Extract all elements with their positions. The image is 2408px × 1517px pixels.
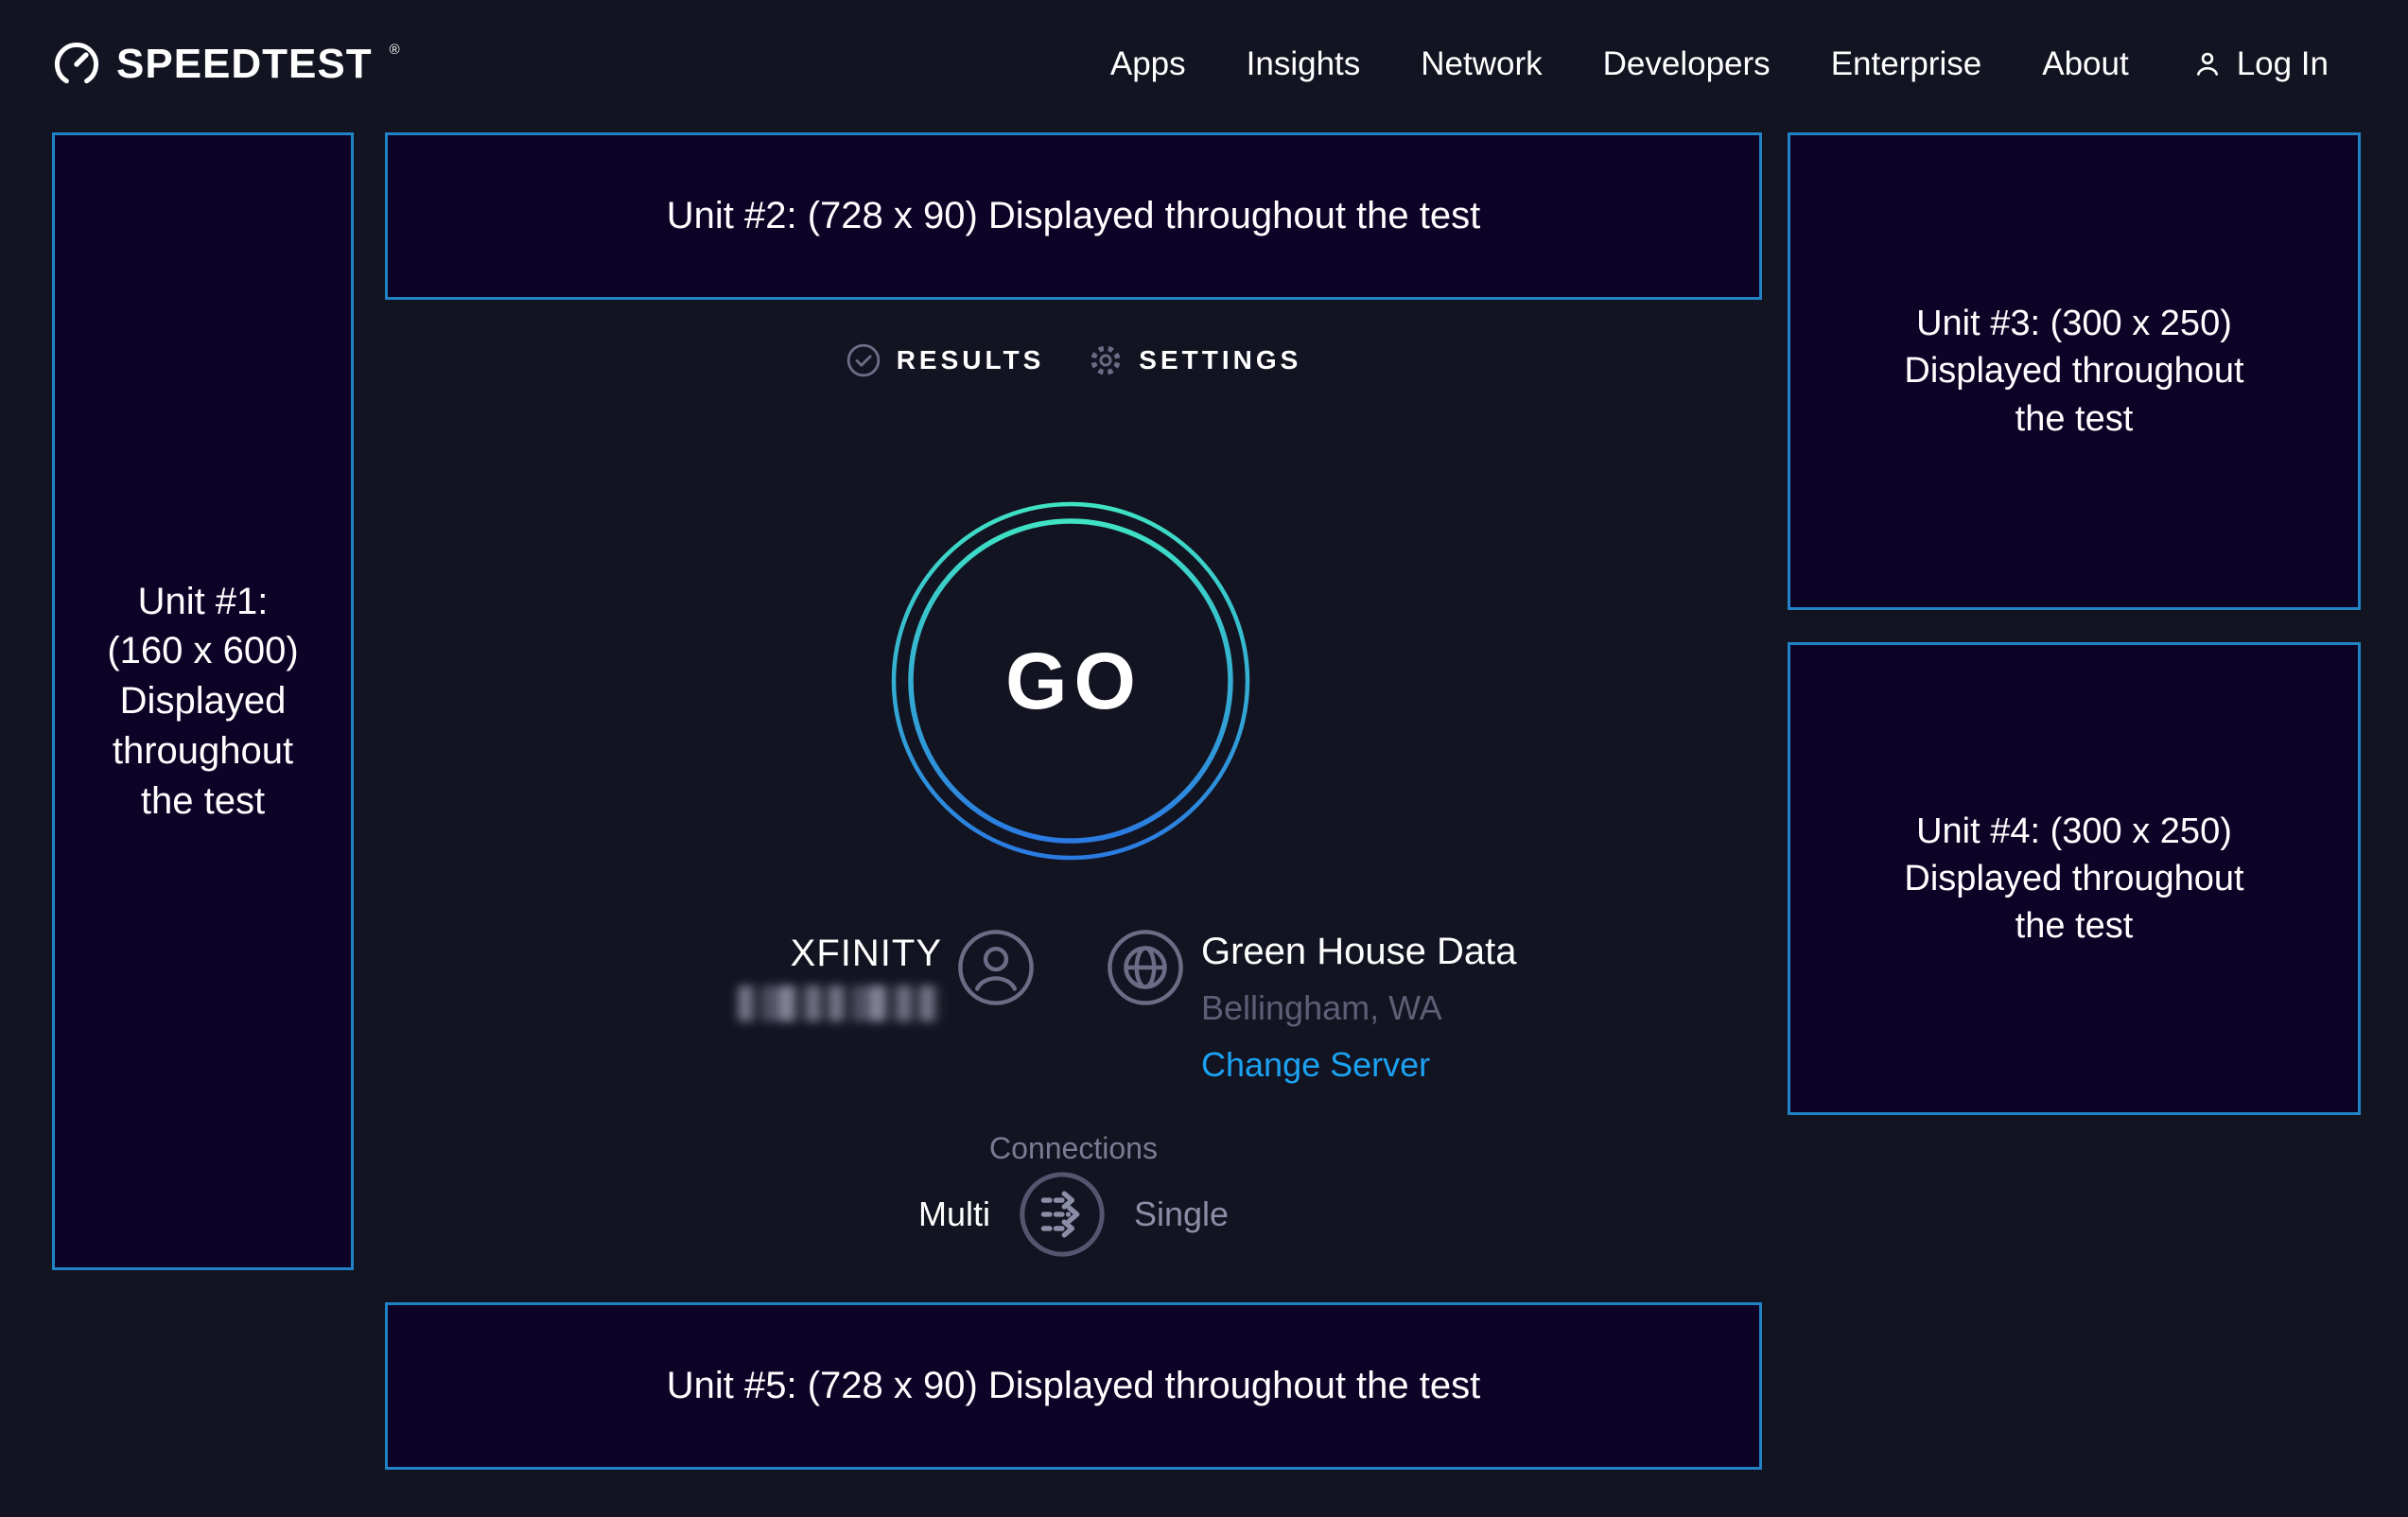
nav-item-network[interactable]: Network	[1421, 45, 1543, 82]
trademark-mark: ®	[389, 41, 401, 58]
server-globe-icon	[1107, 929, 1184, 1006]
user-icon	[2196, 52, 2218, 76]
login-label: Log In	[2236, 45, 2329, 82]
gauge-icon	[54, 43, 99, 84]
nav-item-enterprise[interactable]: Enterprise	[1830, 45, 1982, 82]
brand-name: SPEEDTEST	[116, 41, 373, 87]
isp-name: XFINITY	[790, 933, 942, 974]
ad-unit-3-rectangle[interactable]: Unit #3: (300 x 250) Displayed throughou…	[1788, 132, 2361, 610]
connections-single-option[interactable]: Single	[1133, 1194, 1230, 1233]
tab-results[interactable]: RESULTS	[846, 342, 1045, 378]
nav-item-developers[interactable]: Developers	[1602, 45, 1771, 82]
tab-results-label: RESULTS	[896, 345, 1045, 375]
isp-user-icon	[957, 929, 1035, 1006]
server-info-block: Green House Data Bellingham, WA Change S…	[1201, 931, 1517, 1085]
connections-label: Connections	[989, 1131, 1158, 1165]
connections-multi-option[interactable]: Multi	[917, 1194, 990, 1233]
speedtest-logo[interactable]: SPEEDTEST ®	[52, 40, 401, 89]
nav-links: Apps Insights Network Developers Enterpr…	[1110, 45, 2329, 83]
ad-unit-5-leaderboard[interactable]: Unit #5: (728 x 90) Displayed throughout…	[385, 1302, 1762, 1470]
tab-bar: RESULTS SETTINGS	[385, 342, 1762, 378]
change-server-link[interactable]: Change Server	[1201, 1045, 1431, 1084]
server-name: Green House Data	[1201, 931, 1517, 972]
connections-toggle-row: Multi Single	[385, 1171, 1762, 1258]
tab-settings[interactable]: SETTINGS	[1088, 342, 1301, 378]
ad-unit-4-rectangle[interactable]: Unit #4: (300 x 250) Displayed throughou…	[1788, 642, 2361, 1115]
ad-unit-2-leaderboard[interactable]: Unit #2: (728 x 90) Displayed throughout…	[385, 132, 1762, 300]
go-button-label: GO	[1005, 636, 1143, 725]
check-circle-icon	[846, 343, 880, 377]
ad-unit-1-skyscraper[interactable]: Unit #1: (160 x 600) Displayed throughou…	[52, 132, 354, 1270]
tab-settings-label: SETTINGS	[1139, 345, 1302, 375]
nav-item-apps[interactable]: Apps	[1109, 45, 1186, 82]
server-location: Bellingham, WA	[1201, 988, 1442, 1027]
go-button-rings	[891, 501, 1250, 861]
ip-address-redacted	[738, 985, 942, 1021]
gear-icon	[1091, 345, 1121, 375]
go-button[interactable]: GO	[886, 497, 1255, 865]
login-button[interactable]: Log In	[2190, 45, 2329, 83]
nav-item-about[interactable]: About	[2042, 45, 2129, 82]
connections-toggle-icon[interactable]	[1019, 1171, 1106, 1258]
nav-item-insights[interactable]: Insights	[1246, 45, 1361, 82]
top-navigation-bar: SPEEDTEST ® Apps Insights Network Develop…	[0, 0, 2408, 129]
